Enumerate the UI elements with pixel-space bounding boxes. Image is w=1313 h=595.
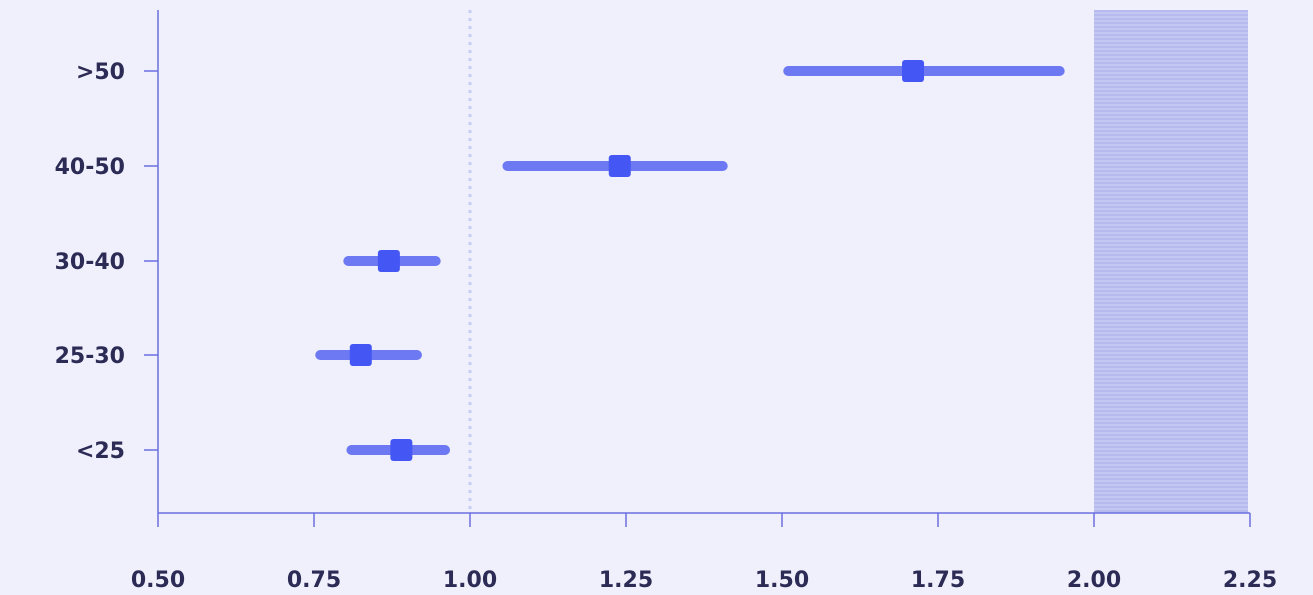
point-estimate	[349, 344, 372, 366]
point-estimate	[902, 60, 925, 82]
x-tick-label: 2.25	[1223, 568, 1277, 593]
x-tick-label: 1.50	[755, 568, 809, 593]
y-tick-label: >50	[76, 60, 125, 85]
point-estimate	[377, 250, 400, 272]
shaded-region	[1094, 10, 1248, 513]
y-tick-label: <25	[76, 439, 125, 464]
x-tick-label: 1.75	[911, 568, 965, 593]
x-tick-label: 1.25	[599, 568, 653, 593]
x-tick-label: 2.00	[1067, 568, 1121, 593]
x-tick-label: 0.75	[287, 568, 341, 593]
x-tick-label: 1.00	[443, 568, 497, 593]
y-tick-label: 30-40	[55, 250, 125, 275]
point-estimate	[390, 439, 413, 461]
point-estimate	[608, 155, 631, 177]
y-tick-label: 40-50	[55, 155, 125, 180]
x-tick-label: 0.50	[131, 568, 185, 593]
y-tick-label: 25-30	[55, 344, 125, 369]
